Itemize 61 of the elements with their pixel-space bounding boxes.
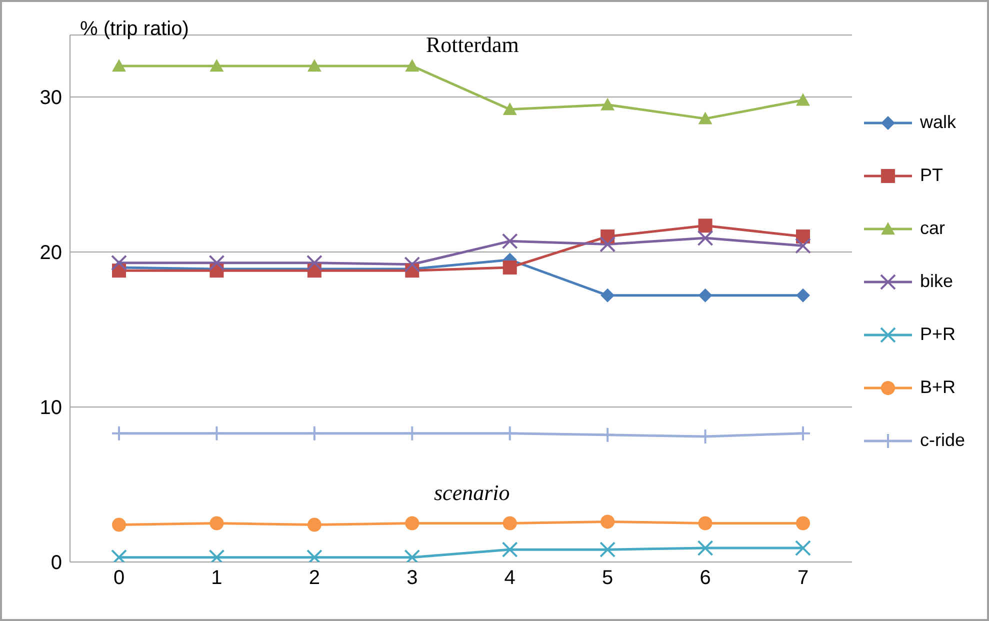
point — [307, 59, 322, 72]
point — [698, 112, 712, 124]
x-tick-label: 4 — [504, 567, 516, 590]
x-tick-label: 1 — [211, 567, 222, 590]
point — [405, 59, 420, 72]
point — [112, 518, 126, 532]
legend-label: P+R — [920, 324, 956, 345]
point — [698, 218, 712, 233]
y-axis-title: % (trip ratio) — [80, 18, 189, 40]
point — [502, 542, 518, 558]
point — [795, 238, 811, 254]
point — [796, 93, 810, 106]
point — [698, 288, 712, 302]
point — [502, 425, 518, 442]
x-tick-label: 6 — [700, 567, 711, 590]
point — [600, 288, 615, 302]
point — [306, 254, 322, 271]
y-tick-label: 20 — [40, 242, 62, 264]
legend-label: bike — [920, 271, 954, 292]
point — [600, 514, 615, 529]
point — [796, 516, 810, 530]
point — [404, 425, 420, 442]
point — [210, 59, 224, 72]
x-tick-label: 3 — [406, 567, 418, 590]
legend-label: walk — [920, 112, 956, 133]
point — [405, 516, 420, 530]
x-tick-label: 0 — [113, 567, 125, 590]
point — [306, 425, 322, 442]
point — [697, 230, 714, 246]
point — [796, 288, 810, 302]
point — [795, 540, 811, 556]
point — [208, 254, 225, 271]
annotation: scenario — [434, 480, 510, 506]
point — [404, 256, 420, 272]
point — [698, 516, 712, 530]
point — [210, 516, 224, 530]
y-tick-label: 0 — [50, 552, 62, 574]
point — [502, 260, 517, 274]
annotation: Rotterdam — [426, 32, 519, 58]
point — [697, 540, 714, 556]
y-tick-label: 30 — [40, 87, 62, 110]
x-tick-label: 2 — [308, 567, 320, 590]
point — [111, 254, 127, 271]
point — [795, 425, 811, 442]
point — [502, 233, 518, 250]
point — [502, 102, 517, 115]
point — [600, 542, 616, 558]
y-tick-label: 10 — [40, 397, 62, 420]
x-tick-label: 7 — [797, 567, 809, 590]
point — [600, 98, 615, 110]
point — [307, 518, 322, 532]
point — [502, 516, 517, 530]
legend-label: car — [920, 218, 946, 239]
x-tick-label: 5 — [602, 567, 614, 590]
point — [208, 425, 225, 442]
legend-label: B+R — [920, 377, 956, 398]
legend-label: PT — [920, 165, 944, 186]
legend-label: c-ride — [920, 430, 966, 451]
point — [600, 236, 616, 252]
point — [111, 425, 127, 442]
point — [112, 59, 126, 72]
